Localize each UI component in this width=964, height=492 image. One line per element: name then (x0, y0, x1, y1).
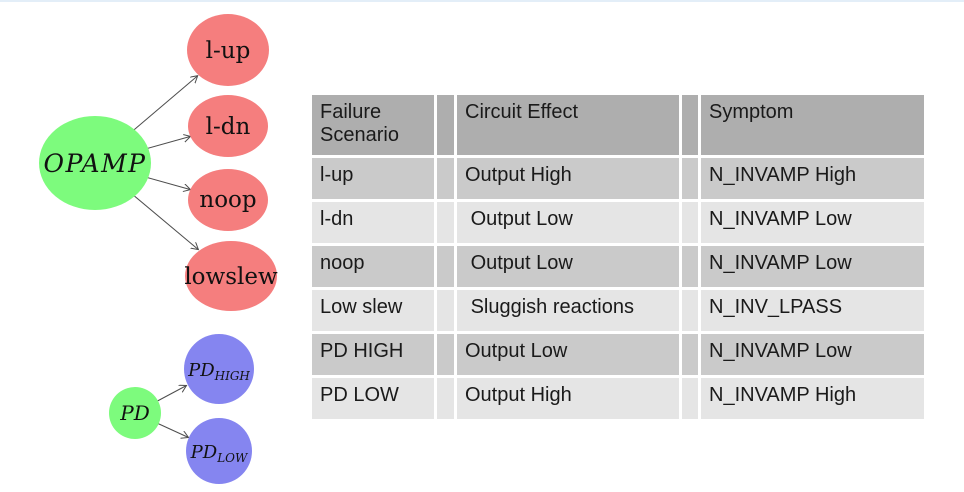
cell-scenario: noop (312, 246, 434, 287)
cell-effect: Output High (457, 378, 679, 419)
cell-scenario: PD LOW (312, 378, 434, 419)
top-edge-line (0, 0, 964, 2)
node-ldn (188, 95, 268, 157)
cell-scenario: l-up (312, 158, 434, 199)
cell-spacer (682, 158, 698, 199)
node-pdhigh-label-sub: HIGH (214, 369, 251, 383)
node-lup (187, 14, 269, 86)
cell-symptom: N_INVAMP Low (701, 334, 924, 375)
cell-effect: Output Low (457, 334, 679, 375)
cell-symptom: N_INVAMP High (701, 378, 924, 419)
cell-spacer (682, 378, 698, 419)
header-circuit-effect: Circuit Effect (457, 95, 679, 155)
cell-scenario: Low slew (312, 290, 434, 331)
node-pdhigh-label-main: PD (187, 360, 215, 381)
header-symptom: Symptom (701, 95, 924, 155)
cell-scenario: l-dn (312, 202, 434, 243)
node-pdlow-label-sub: LOW (216, 451, 249, 465)
header-failure-scenario: Failure Scenario (312, 95, 434, 155)
cell-effect: Sluggish reactions (457, 290, 679, 331)
cell-spacer (682, 290, 698, 331)
cell-spacer (682, 334, 698, 375)
cell-scenario: PD HIGH (312, 334, 434, 375)
cell-symptom: N_INV_LPASS (701, 290, 924, 331)
header-spacer-1 (437, 95, 454, 155)
node-pdlow-label-main: PD (190, 442, 218, 463)
cell-spacer (437, 202, 454, 243)
node-lowslew (185, 241, 277, 311)
cell-symptom: N_INVAMP Low (701, 202, 924, 243)
node-opamp (39, 116, 151, 210)
cell-effect: Output High (457, 158, 679, 199)
node-pdlow-label: PDLOW (190, 442, 249, 465)
node-lup-label: l-up (206, 38, 251, 64)
cell-spacer (437, 158, 454, 199)
cell-spacer (437, 246, 454, 287)
cell-effect: Output Low (457, 202, 679, 243)
failure-table: Failure Scenario Circuit Effect Symptom … (312, 95, 924, 419)
cell-spacer (682, 246, 698, 287)
header-spacer-2 (682, 95, 698, 155)
node-pdlow (186, 418, 252, 484)
node-pdhigh (184, 334, 254, 404)
cell-spacer (437, 290, 454, 331)
fault-tree-diagram: OPAMP l-up l-dn noop lowslew PD PDHIGH P… (39, 14, 278, 484)
cell-effect: Output Low (457, 246, 679, 287)
cell-symptom: N_INVAMP Low (701, 246, 924, 287)
node-pdhigh-label: PDHIGH (187, 360, 250, 383)
node-noop (188, 169, 268, 231)
node-lowslew-label: lowslew (184, 264, 278, 290)
node-ldn-label: l-dn (206, 114, 251, 140)
cell-symptom: N_INVAMP High (701, 158, 924, 199)
cell-spacer (437, 334, 454, 375)
node-pd (109, 387, 161, 439)
node-pd-label: PD (119, 401, 150, 425)
node-opamp-label: OPAMP (44, 149, 147, 178)
cell-spacer (437, 378, 454, 419)
cell-spacer (682, 202, 698, 243)
node-noop-label: noop (199, 187, 256, 213)
